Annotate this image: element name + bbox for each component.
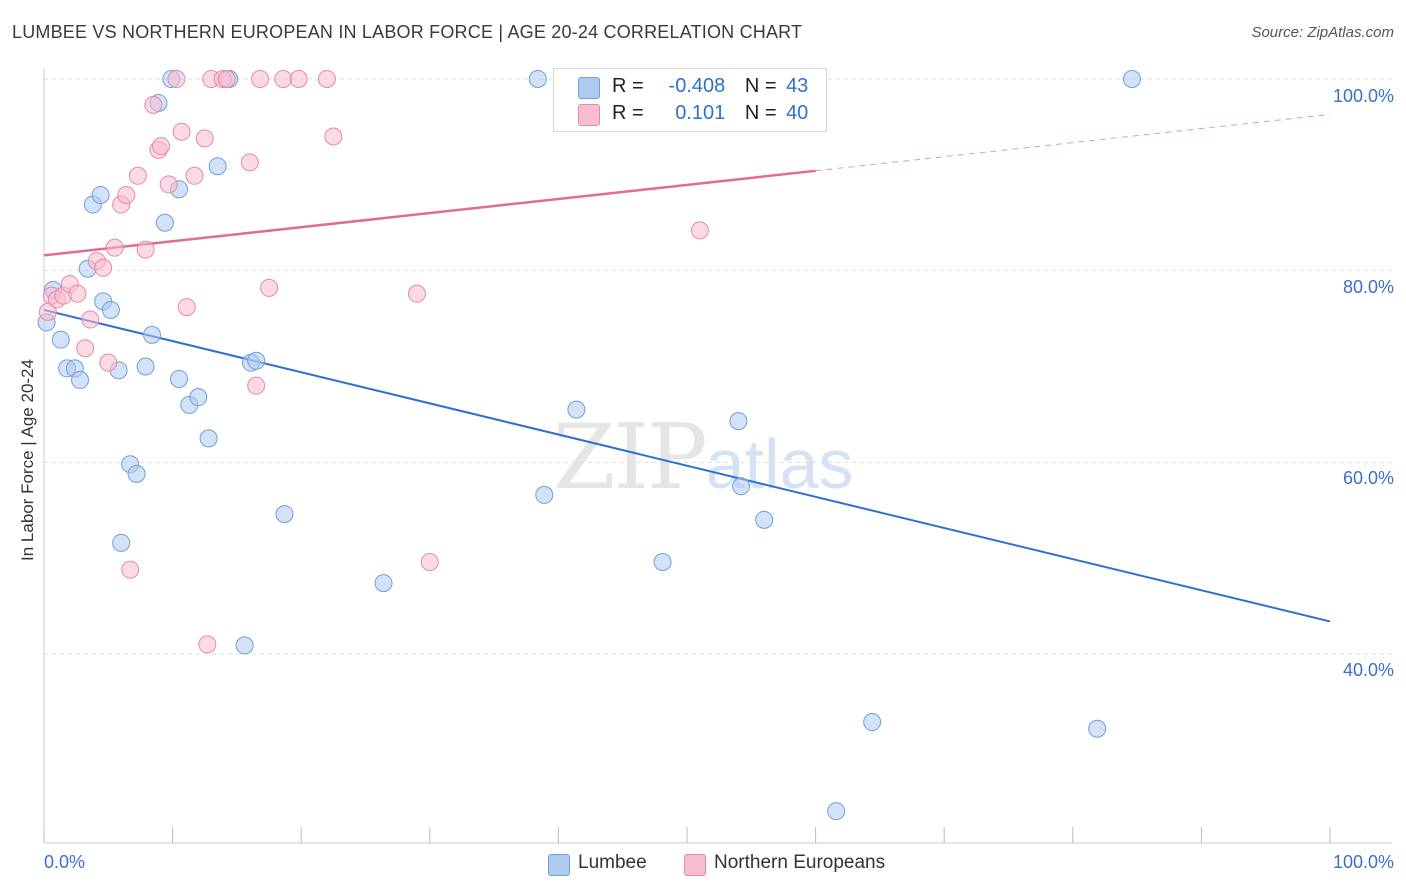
data-point-northern [289, 70, 308, 88]
data-point-northern [105, 238, 124, 257]
data-point-northern [420, 553, 439, 571]
legend-n-value: 43 [786, 75, 809, 97]
bottom-legend-northern[interactable]: Northern Europeans [684, 852, 886, 876]
data-point-northern [274, 70, 293, 88]
trend-line-northern [43, 169, 816, 257]
data-point-lumbee [755, 510, 774, 529]
trend-line-lumbee [43, 308, 1331, 623]
data-point-northern [198, 635, 217, 654]
data-point-lumbee [653, 553, 672, 571]
data-point-northern [260, 278, 279, 297]
legend-row-northern: R = 0.101 N = 40 [612, 102, 808, 126]
data-point-lumbee [528, 70, 547, 88]
watermark-zip: ZIP [553, 405, 708, 510]
data-point-lumbee [863, 713, 882, 732]
data-point-lumbee [127, 464, 146, 483]
data-point-northern [128, 166, 147, 185]
legend-n-label: N = [744, 102, 777, 124]
y-axis-label: In Labor Force | Age 20-24 [18, 359, 37, 561]
watermark: ZIPatlas [553, 405, 854, 510]
data-point-northern [407, 284, 426, 303]
data-point-northern [167, 70, 186, 88]
data-point-lumbee [208, 157, 227, 176]
bottom-legend-lumbee[interactable]: Lumbee [548, 852, 647, 876]
data-point-northern [76, 339, 95, 358]
data-point-lumbee [143, 325, 162, 344]
axes [43, 68, 1392, 844]
data-point-lumbee [1088, 719, 1107, 738]
x-tick-label-min: 0.0% [44, 852, 86, 872]
legend-n-value: 40 [786, 102, 809, 124]
data-point-northern [136, 240, 155, 259]
chart-title: LUMBEE VS NORTHERN EUROPEAN IN LABOR FOR… [12, 22, 803, 42]
x-tick-label-max: 100.0% [1332, 852, 1394, 872]
source-credit[interactable]: Source: ZipAtlas.com [1251, 24, 1394, 41]
data-point-northern [324, 127, 343, 146]
data-point-northern [94, 258, 113, 277]
data-point-lumbee [567, 400, 586, 419]
watermark-atlas: atlas [705, 425, 854, 503]
data-point-lumbee [101, 300, 120, 319]
legend-swatch-lumbee [578, 77, 600, 99]
data-point-northern [251, 70, 270, 88]
data-point-lumbee [729, 412, 748, 431]
data-point-northern [172, 122, 191, 141]
data-point-lumbee [112, 533, 131, 552]
data-point-northern [159, 175, 178, 194]
bottom-legend-label-lumbee: Lumbee [578, 852, 647, 873]
y-tick-label-100: 100.0% [1332, 86, 1394, 106]
data-point-northern [121, 560, 140, 579]
data-point-lumbee [189, 388, 208, 407]
trend-lines [43, 113, 1331, 623]
data-point-northern [247, 376, 266, 395]
data-point-lumbee [235, 636, 254, 655]
data-point-lumbee [51, 330, 70, 349]
data-point-northern [317, 70, 336, 88]
legend-swatch-northern [578, 104, 600, 126]
bottom-legend-swatch-northern [684, 854, 706, 876]
legend-n-label: N = [744, 75, 777, 97]
data-point-northern [152, 137, 171, 156]
data-point-northern [240, 153, 259, 172]
data-point-lumbee [374, 574, 393, 593]
stats-legend: R = -0.408 N = 43 R = 0.101 N = 40 [553, 68, 827, 132]
data-point-lumbee [1122, 70, 1141, 88]
data-point-lumbee [199, 429, 218, 448]
legend-r-value: 0.101 [675, 102, 726, 124]
bottom-legend-label-northern: Northern Europeans [714, 852, 886, 873]
trend-line-extension-northern [815, 113, 1331, 172]
data-point-lumbee [827, 802, 846, 821]
legend-r-label: R = [612, 102, 644, 124]
data-point-lumbee [247, 351, 266, 370]
data-point-northern [690, 221, 709, 240]
data-points [37, 70, 1141, 821]
data-point-northern [177, 298, 196, 317]
legend-r-label: R = [612, 75, 644, 97]
data-point-lumbee [91, 185, 110, 204]
data-point-lumbee [535, 485, 554, 504]
data-point-northern [217, 70, 236, 88]
data-point-lumbee [170, 369, 189, 388]
data-point-lumbee [732, 477, 751, 496]
data-point-lumbee [275, 505, 294, 524]
bottom-legend-swatch-lumbee [548, 854, 570, 876]
data-point-northern [195, 129, 214, 148]
data-point-northern [81, 310, 100, 329]
data-point-lumbee [136, 357, 155, 376]
data-point-northern [117, 185, 136, 204]
data-point-lumbee [155, 213, 174, 232]
y-tick-label-40: 40.0% [1342, 660, 1394, 680]
data-point-northern [68, 284, 87, 303]
data-point-northern [144, 95, 163, 114]
y-tick-label-80: 80.0% [1342, 277, 1394, 297]
data-point-northern [99, 353, 118, 372]
data-point-lumbee [71, 370, 90, 389]
legend-row-lumbee: R = -0.408 N = 43 [612, 75, 808, 99]
legend-r-value: -0.408 [668, 75, 726, 97]
y-tick-label-60: 60.0% [1342, 468, 1394, 488]
data-point-northern [185, 166, 204, 185]
